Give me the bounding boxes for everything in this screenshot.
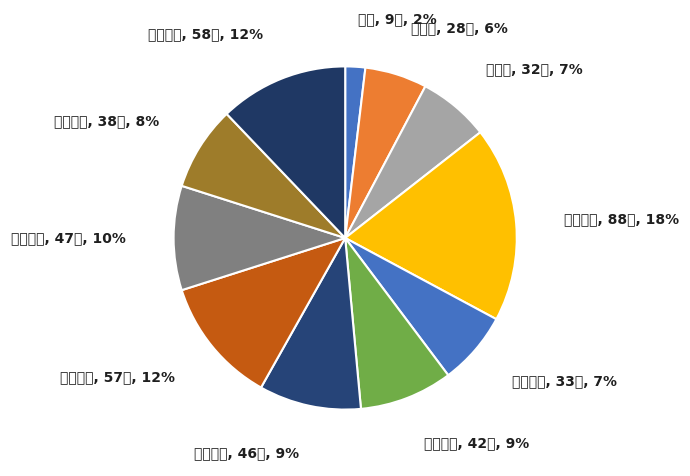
Wedge shape (181, 114, 345, 238)
Wedge shape (345, 67, 366, 238)
Text: １歳～, 28人, 6%: １歳～, 28人, 6% (411, 21, 507, 35)
Wedge shape (345, 86, 480, 238)
Wedge shape (181, 238, 345, 387)
Text: ４０歳～, 46人, 9%: ４０歳～, 46人, 9% (194, 446, 299, 460)
Text: ５歳～, 32人, 7%: ５歳～, 32人, 7% (486, 62, 583, 77)
Wedge shape (345, 68, 426, 238)
Text: ７０歳～, 38人, 8%: ７０歳～, 38人, 8% (54, 115, 159, 129)
Wedge shape (174, 186, 345, 290)
Wedge shape (261, 238, 361, 409)
Text: １０歳～, 88人, 18%: １０歳～, 88人, 18% (564, 212, 679, 226)
Text: ３０歳～, 42人, 9%: ３０歳～, 42人, 9% (424, 436, 529, 450)
Text: ２０歳～, 33人, 7%: ２０歳～, 33人, 7% (512, 374, 617, 388)
Text: ８０歳～, 58人, 12%: ８０歳～, 58人, 12% (148, 27, 264, 41)
Wedge shape (345, 238, 448, 409)
Wedge shape (227, 67, 345, 238)
Wedge shape (345, 238, 496, 375)
Text: ５０歳～, 57人, 12%: ５０歳～, 57人, 12% (60, 370, 175, 384)
Text: ６０歳～, 47人, 10%: ６０歳～, 47人, 10% (10, 231, 126, 245)
Wedge shape (345, 132, 517, 319)
Text: ０歳, 9人, 2%: ０歳, 9人, 2% (358, 12, 437, 26)
